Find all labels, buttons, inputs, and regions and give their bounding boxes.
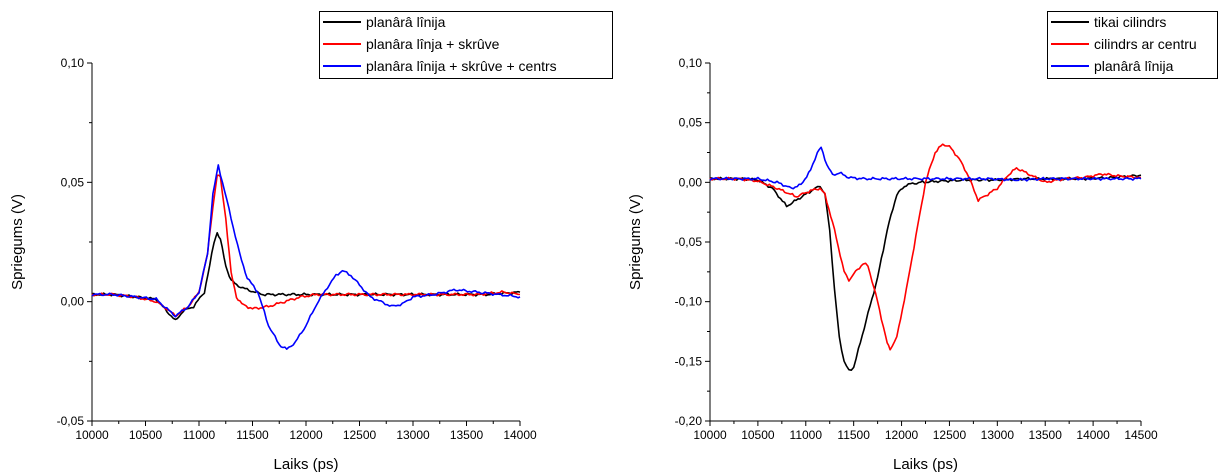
y-tick-label: 0,10 <box>679 56 703 70</box>
x-tick-label: 13000 <box>396 428 430 442</box>
legend-box <box>319 11 613 79</box>
y-tick-label: -0,15 <box>675 354 703 368</box>
series-line-1 <box>91 174 521 318</box>
x-tick-label: 14000 <box>1076 428 1110 442</box>
legend-label: planârâ lînija <box>1094 58 1174 74</box>
x-tick-label: 12500 <box>343 428 377 442</box>
y-axis-label: Spriegums (V) <box>9 194 26 290</box>
legend-label: tikai cilindrs <box>1094 14 1166 30</box>
y-tick-label: 0,00 <box>61 295 85 309</box>
x-tick-label: 10000 <box>75 428 109 442</box>
x-tick-label: 10000 <box>693 428 727 442</box>
y-tick-label: 0,05 <box>679 116 703 130</box>
legend-label: planâra lînja + skrûve <box>366 36 500 52</box>
x-axis-label: Laiks (ps) <box>893 456 958 473</box>
chart-right: 10000 10500 11000 11500 12000 12500 13000 13500… <box>627 11 1218 473</box>
y-tick-label: -0,20 <box>675 414 703 428</box>
y-tick-label: -0,10 <box>675 295 703 309</box>
y-tick-label: 0,00 <box>679 175 703 189</box>
x-tick-label: 10500 <box>741 428 775 442</box>
legend-label: planâra lînija + skrûve + centrs <box>366 58 557 74</box>
x-tick-label: 11500 <box>236 428 269 442</box>
x-axis-label: Laiks (ps) <box>273 456 338 473</box>
x-tick-label: 10500 <box>129 428 163 442</box>
series-line-1 <box>709 143 1142 351</box>
y-axis-label: Spriegums (V) <box>627 194 644 290</box>
series-line-2 <box>709 146 1142 190</box>
x-tick-label: 13500 <box>1029 428 1063 442</box>
x-tick-label: 11000 <box>790 428 823 442</box>
y-tick-label: 0,05 <box>61 175 85 189</box>
x-tick-label: 14000 <box>503 428 537 442</box>
x-tick-label: 12500 <box>933 428 967 442</box>
legend-label: cilindrs ar centru <box>1094 36 1197 52</box>
x-tick-label: 13500 <box>450 428 484 442</box>
x-tick-label: 12000 <box>885 428 919 442</box>
series-line-0 <box>709 174 1142 371</box>
x-tick-label: 12000 <box>289 428 323 442</box>
y-tick-label: 0,10 <box>61 56 85 70</box>
series-line-0 <box>91 232 521 321</box>
series-line-2 <box>91 164 521 350</box>
x-tick-label: 14500 <box>1124 428 1158 442</box>
x-tick-label: 11500 <box>837 428 870 442</box>
x-tick-label: 13000 <box>981 428 1015 442</box>
legend-label: planârâ lînija <box>366 14 446 30</box>
chart-left: 10000 10500 11000 11500 12000 12500 13000 13500… <box>9 11 613 473</box>
y-tick-label: -0,05 <box>57 414 85 428</box>
x-tick-label: 11000 <box>183 428 216 442</box>
y-tick-label: -0,05 <box>675 235 703 249</box>
